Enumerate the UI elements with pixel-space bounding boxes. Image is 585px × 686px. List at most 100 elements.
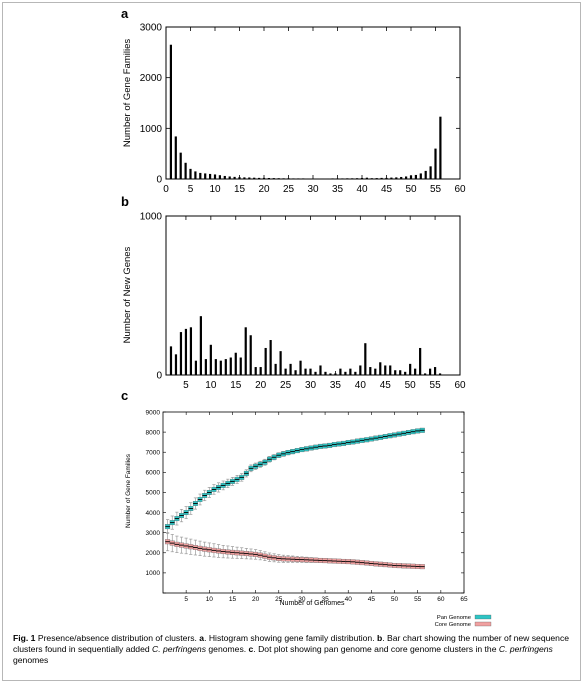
panel-a-bar	[409, 175, 413, 179]
panel-c-ylabel: Number of Gene Families	[125, 453, 132, 528]
panel-a-bar	[385, 177, 388, 179]
panel-a-bar	[331, 178, 334, 179]
panel-b-bar	[389, 365, 392, 375]
panel-a-bar	[189, 168, 192, 179]
panel-c-x-tick-label: 50	[391, 596, 399, 603]
panel-a-bar	[258, 177, 261, 179]
caption-fig-number: Fig. 1	[13, 633, 36, 643]
panel-a-bar	[243, 177, 246, 179]
panel-b-x-tick-label: 35	[330, 380, 342, 391]
caption-intro: Presence/absence distribution of cluster…	[35, 633, 200, 643]
panel-b-x-tick-label: 40	[355, 380, 367, 391]
panel-b-bar	[433, 367, 437, 375]
panel-b-bar	[334, 373, 337, 375]
panel-a-bar	[311, 178, 315, 180]
panel-b-bar	[254, 367, 257, 375]
panel-a-bar	[302, 178, 305, 179]
panel-a-x-tick-label: 5	[188, 184, 194, 195]
panel-b-bar	[259, 367, 262, 375]
panel-b-bar	[364, 343, 367, 375]
panel-b-bar	[234, 352, 237, 375]
caption-c-species: C. perfringens	[498, 644, 553, 654]
panel-a-bar	[184, 162, 187, 179]
panel-c-y-tick-label: 1000	[146, 570, 161, 577]
panel-a-x-tick-label: 0	[163, 184, 169, 195]
panel-b-x-tick-label: 25	[280, 380, 292, 391]
caption-c-text: . Dot plot showing pan genome and core g…	[253, 644, 499, 654]
panel-b-bar	[349, 368, 352, 375]
panel-b-bar	[299, 360, 302, 375]
panel-b-bar	[354, 371, 357, 375]
panel-c-x-tick-label: 20	[252, 596, 260, 603]
panel-b-ylabel: Number of New Genes	[122, 246, 133, 343]
panel-a-bar	[390, 177, 393, 179]
panel-c-legend-swatch	[474, 621, 492, 627]
panel-a-x-tick-label: 10	[209, 184, 221, 195]
panel-a-bar	[429, 166, 432, 179]
panel-a-bar	[395, 177, 398, 179]
figure-caption: Fig. 1 Presence/absence distribution of …	[13, 633, 575, 666]
panel-b-bar	[294, 370, 297, 375]
panel-b-bar	[344, 371, 347, 375]
panel-b-bar	[339, 368, 342, 375]
panel-a-bar	[336, 178, 339, 179]
panel-c-y-tick-label: 2000	[146, 550, 161, 557]
panel-b-bar	[374, 368, 377, 375]
panel-c-x-tick-label: 15	[229, 596, 237, 603]
caption-b-species: C. perfringens	[152, 644, 207, 654]
panel-a-bar	[365, 177, 368, 179]
panel-b-bar	[219, 360, 222, 375]
panel-b-bar	[229, 357, 232, 375]
panel-a-bar	[209, 173, 212, 179]
panel-b-bar	[269, 340, 272, 375]
panel-b-bar	[284, 368, 287, 375]
panel-a-bar	[351, 178, 354, 179]
panel-a-x-tick-label: 60	[454, 184, 466, 195]
panel-a-bar	[267, 177, 270, 179]
panel-b-bar	[399, 370, 402, 375]
panel-a-bar	[292, 178, 295, 179]
panel-b-bar	[359, 365, 362, 375]
panel-a-bar	[218, 175, 221, 179]
panel-a-bar	[405, 176, 408, 179]
panel-a-bar	[380, 177, 383, 179]
panel-a-bar	[238, 177, 241, 179]
panel-b-bar	[179, 332, 183, 375]
panel-a-x-tick-label: 25	[283, 184, 295, 195]
panel-a-bar	[297, 178, 300, 179]
panel-a-x-tick-label: 15	[234, 184, 246, 195]
panel-b-bar	[279, 351, 282, 375]
panel-b-x-tick-label: 55	[430, 380, 442, 391]
panel-b-bar	[384, 365, 387, 375]
panel-b-bar	[314, 371, 317, 375]
panel-a-bar	[262, 177, 266, 179]
panel-a-x-tick-label: 30	[307, 184, 319, 195]
panel-b-bar	[244, 327, 247, 375]
panel-a-x-tick-label: 40	[356, 184, 368, 195]
panel-b-bar	[239, 357, 242, 375]
panel-a-bar	[253, 177, 256, 179]
panel-a-bar	[223, 175, 226, 179]
panel-b-bar	[369, 367, 372, 375]
panel-b-bar	[264, 347, 267, 375]
panel-b-bar	[309, 368, 312, 375]
panel-a-bar	[272, 178, 275, 179]
panel-b-bar	[199, 316, 202, 375]
panel-c-y-tick-label: 5000	[146, 490, 161, 497]
panel-b-bar	[189, 327, 193, 375]
panel-b-bar	[274, 363, 277, 375]
panel-b-bar	[419, 347, 422, 375]
panel-c-legend-swatch	[474, 614, 492, 620]
panel-a-plot-frame	[165, 26, 461, 180]
panel-b-bar	[209, 344, 212, 375]
caption-c-key: c	[248, 644, 254, 654]
panel-a-bar	[400, 176, 403, 179]
panel-a-bar	[169, 44, 172, 179]
panel-b-x-tick-label: 45	[380, 380, 392, 391]
panel-c-y-tick-label: 8000	[146, 429, 161, 436]
panel-c-y-tick-label: 9000	[146, 409, 161, 416]
panel-a-bar	[174, 136, 177, 179]
panel-b-y-tick-label: 1000	[140, 212, 163, 223]
panel-a-bar	[204, 173, 207, 179]
